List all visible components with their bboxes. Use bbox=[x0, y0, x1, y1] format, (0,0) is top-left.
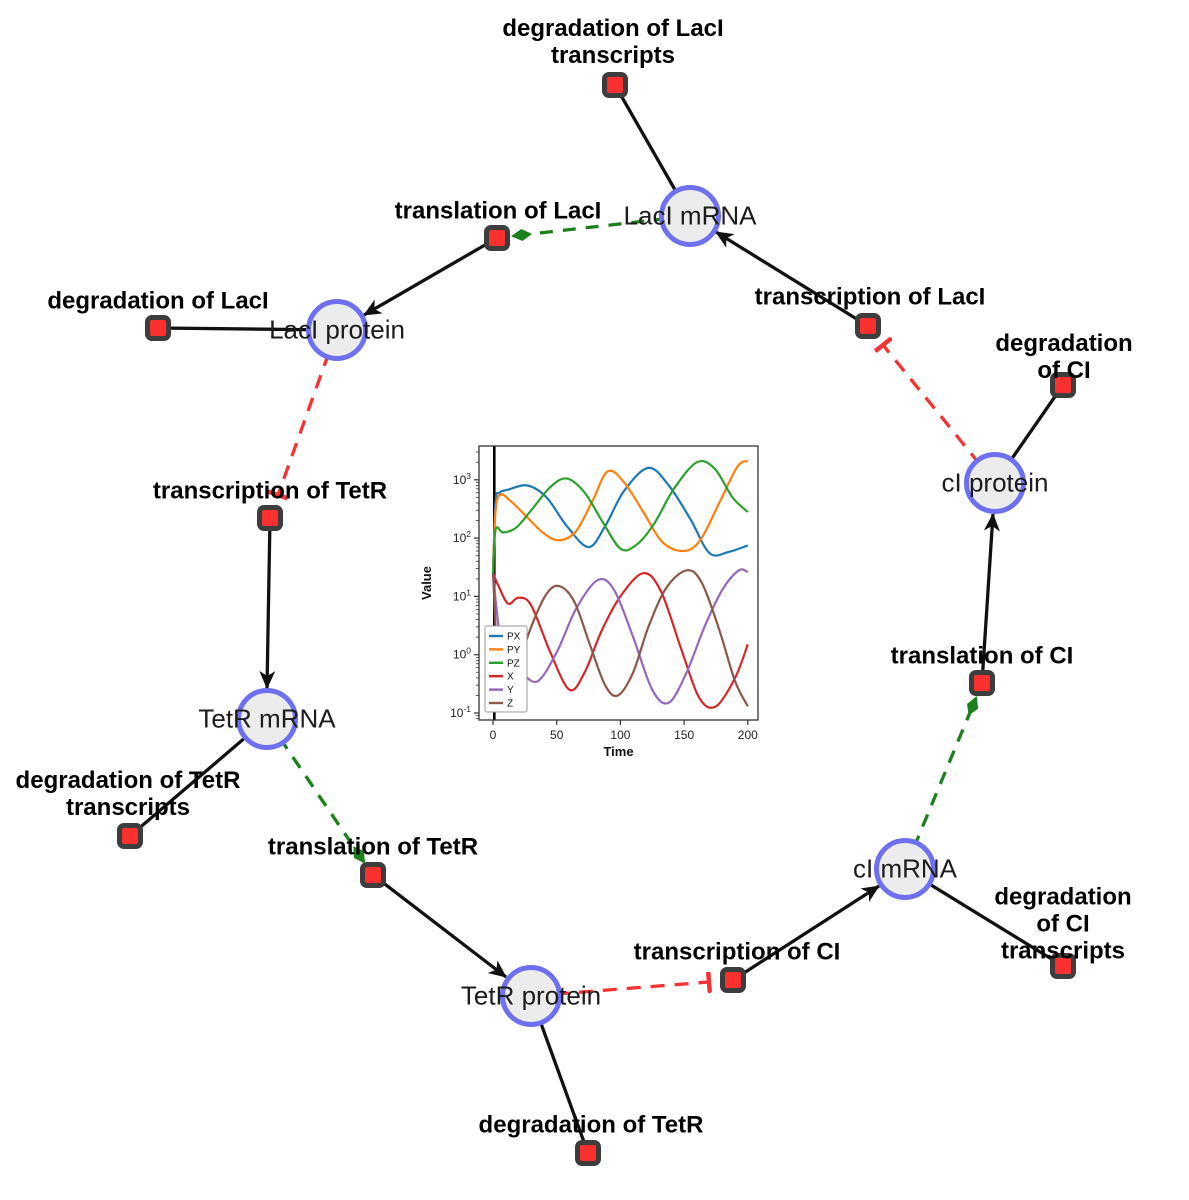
svg-text:Z: Z bbox=[507, 699, 513, 710]
species-node-ci-protein[interactable] bbox=[964, 452, 1026, 514]
svg-text:150: 150 bbox=[674, 728, 694, 742]
simulation-plot: 10-1 100 101 102 103 0 50 100 150 200 Time Value PX P… bbox=[415, 438, 775, 763]
svg-text:PX: PX bbox=[507, 632, 521, 643]
plot-series-PY bbox=[491, 459, 749, 574]
reaction-label-transcription-laci: transcription of LacI bbox=[754, 283, 986, 311]
edge-translation-ci-to-ci-protein bbox=[980, 513, 1000, 684]
edge-transcription-tetr-to-tetr-mrna bbox=[259, 517, 276, 689]
reaction-node-transcription-tetr[interactable] bbox=[257, 505, 283, 531]
svg-text:Y: Y bbox=[507, 685, 514, 696]
reaction-node-transcription-laci[interactable] bbox=[855, 313, 881, 339]
species-label-laci-protein: LacI protein bbox=[269, 314, 405, 345]
species-label-tetr-protein: TetR protein bbox=[460, 980, 602, 1011]
species-node-laci-protein[interactable] bbox=[306, 299, 368, 361]
svg-text:10-1: 10-1 bbox=[450, 704, 471, 720]
species-label-tetr-mrna: TetR mRNA bbox=[198, 703, 336, 734]
species-node-ci-mrna[interactable] bbox=[874, 838, 936, 900]
reaction-label-deg-laci-tx: degradation of LacI transcripts bbox=[502, 14, 724, 69]
svg-text:X: X bbox=[507, 672, 514, 683]
reaction-node-translation-tetr[interactable] bbox=[360, 862, 386, 888]
species-label-laci-mrna: LacI mRNA bbox=[623, 200, 757, 231]
edge-transcription-laci-to-laci-mrna bbox=[715, 230, 869, 328]
reaction-label-translation-ci: translation of CI bbox=[890, 642, 1074, 670]
svg-text:103: 103 bbox=[453, 471, 471, 487]
reaction-label-deg-ci: degradation of CI bbox=[995, 329, 1133, 384]
svg-text:101: 101 bbox=[453, 587, 471, 603]
reaction-node-deg-tetr[interactable] bbox=[575, 1140, 601, 1166]
svg-text:PZ: PZ bbox=[507, 658, 520, 669]
reaction-node-translation-ci[interactable] bbox=[969, 670, 995, 696]
reaction-label-deg-tetr-tx: degradation of TetR transcripts bbox=[15, 766, 241, 821]
plot-series-X bbox=[492, 572, 749, 709]
species-label-ci-mrna: cI mRNA bbox=[853, 853, 957, 884]
svg-text:102: 102 bbox=[453, 529, 471, 545]
species-node-laci-mrna[interactable] bbox=[659, 185, 721, 247]
edge-translation-tetr-to-tetr-protein bbox=[371, 873, 508, 979]
reaction-label-translation-tetr: translation of TetR bbox=[267, 833, 479, 861]
species-label-ci-protein: cI protein bbox=[941, 467, 1049, 498]
reaction-node-transcription-ci[interactable] bbox=[720, 967, 746, 993]
plot-series-PX bbox=[491, 466, 749, 574]
species-node-tetr-mrna[interactable] bbox=[236, 688, 298, 750]
svg-text:0: 0 bbox=[490, 728, 497, 742]
edge-translation-laci-to-laci-protein bbox=[363, 236, 498, 317]
reaction-label-translation-laci: translation of LacI bbox=[394, 197, 602, 225]
reaction-label-deg-tetr: degradation of TetR bbox=[478, 1111, 704, 1139]
edge-transcription-ci-to-ci-mrna bbox=[732, 884, 880, 982]
reaction-label-deg-ci-tx: degradation of CI transcripts bbox=[994, 883, 1132, 965]
plot-legend: PX PY PZ XYZ bbox=[484, 625, 528, 713]
reaction-label-transcription-tetr: transcription of TetR bbox=[152, 477, 388, 505]
reaction-node-translation-laci[interactable] bbox=[484, 225, 510, 251]
svg-text:PY: PY bbox=[507, 645, 521, 656]
svg-text:50: 50 bbox=[550, 728, 564, 742]
reaction-node-deg-tetr-tx[interactable] bbox=[117, 823, 143, 849]
plot-ylabel: Value bbox=[419, 566, 434, 600]
reaction-label-deg-laci: degradation of LacI bbox=[47, 287, 269, 315]
plot-xlabel: Time bbox=[603, 744, 633, 759]
reaction-node-deg-ci[interactable] bbox=[1050, 372, 1076, 398]
reaction-node-deg-ci-tx[interactable] bbox=[1050, 953, 1076, 979]
reaction-node-deg-laci-tx[interactable] bbox=[602, 72, 628, 98]
svg-text:100: 100 bbox=[453, 646, 471, 662]
plot-series-PZ bbox=[491, 459, 749, 574]
svg-text:100: 100 bbox=[610, 728, 630, 742]
reaction-node-deg-laci[interactable] bbox=[145, 315, 171, 341]
species-node-tetr-protein[interactable] bbox=[500, 965, 562, 1027]
svg-text:200: 200 bbox=[738, 728, 758, 742]
reaction-label-transcription-ci: transcription of CI bbox=[633, 938, 841, 966]
